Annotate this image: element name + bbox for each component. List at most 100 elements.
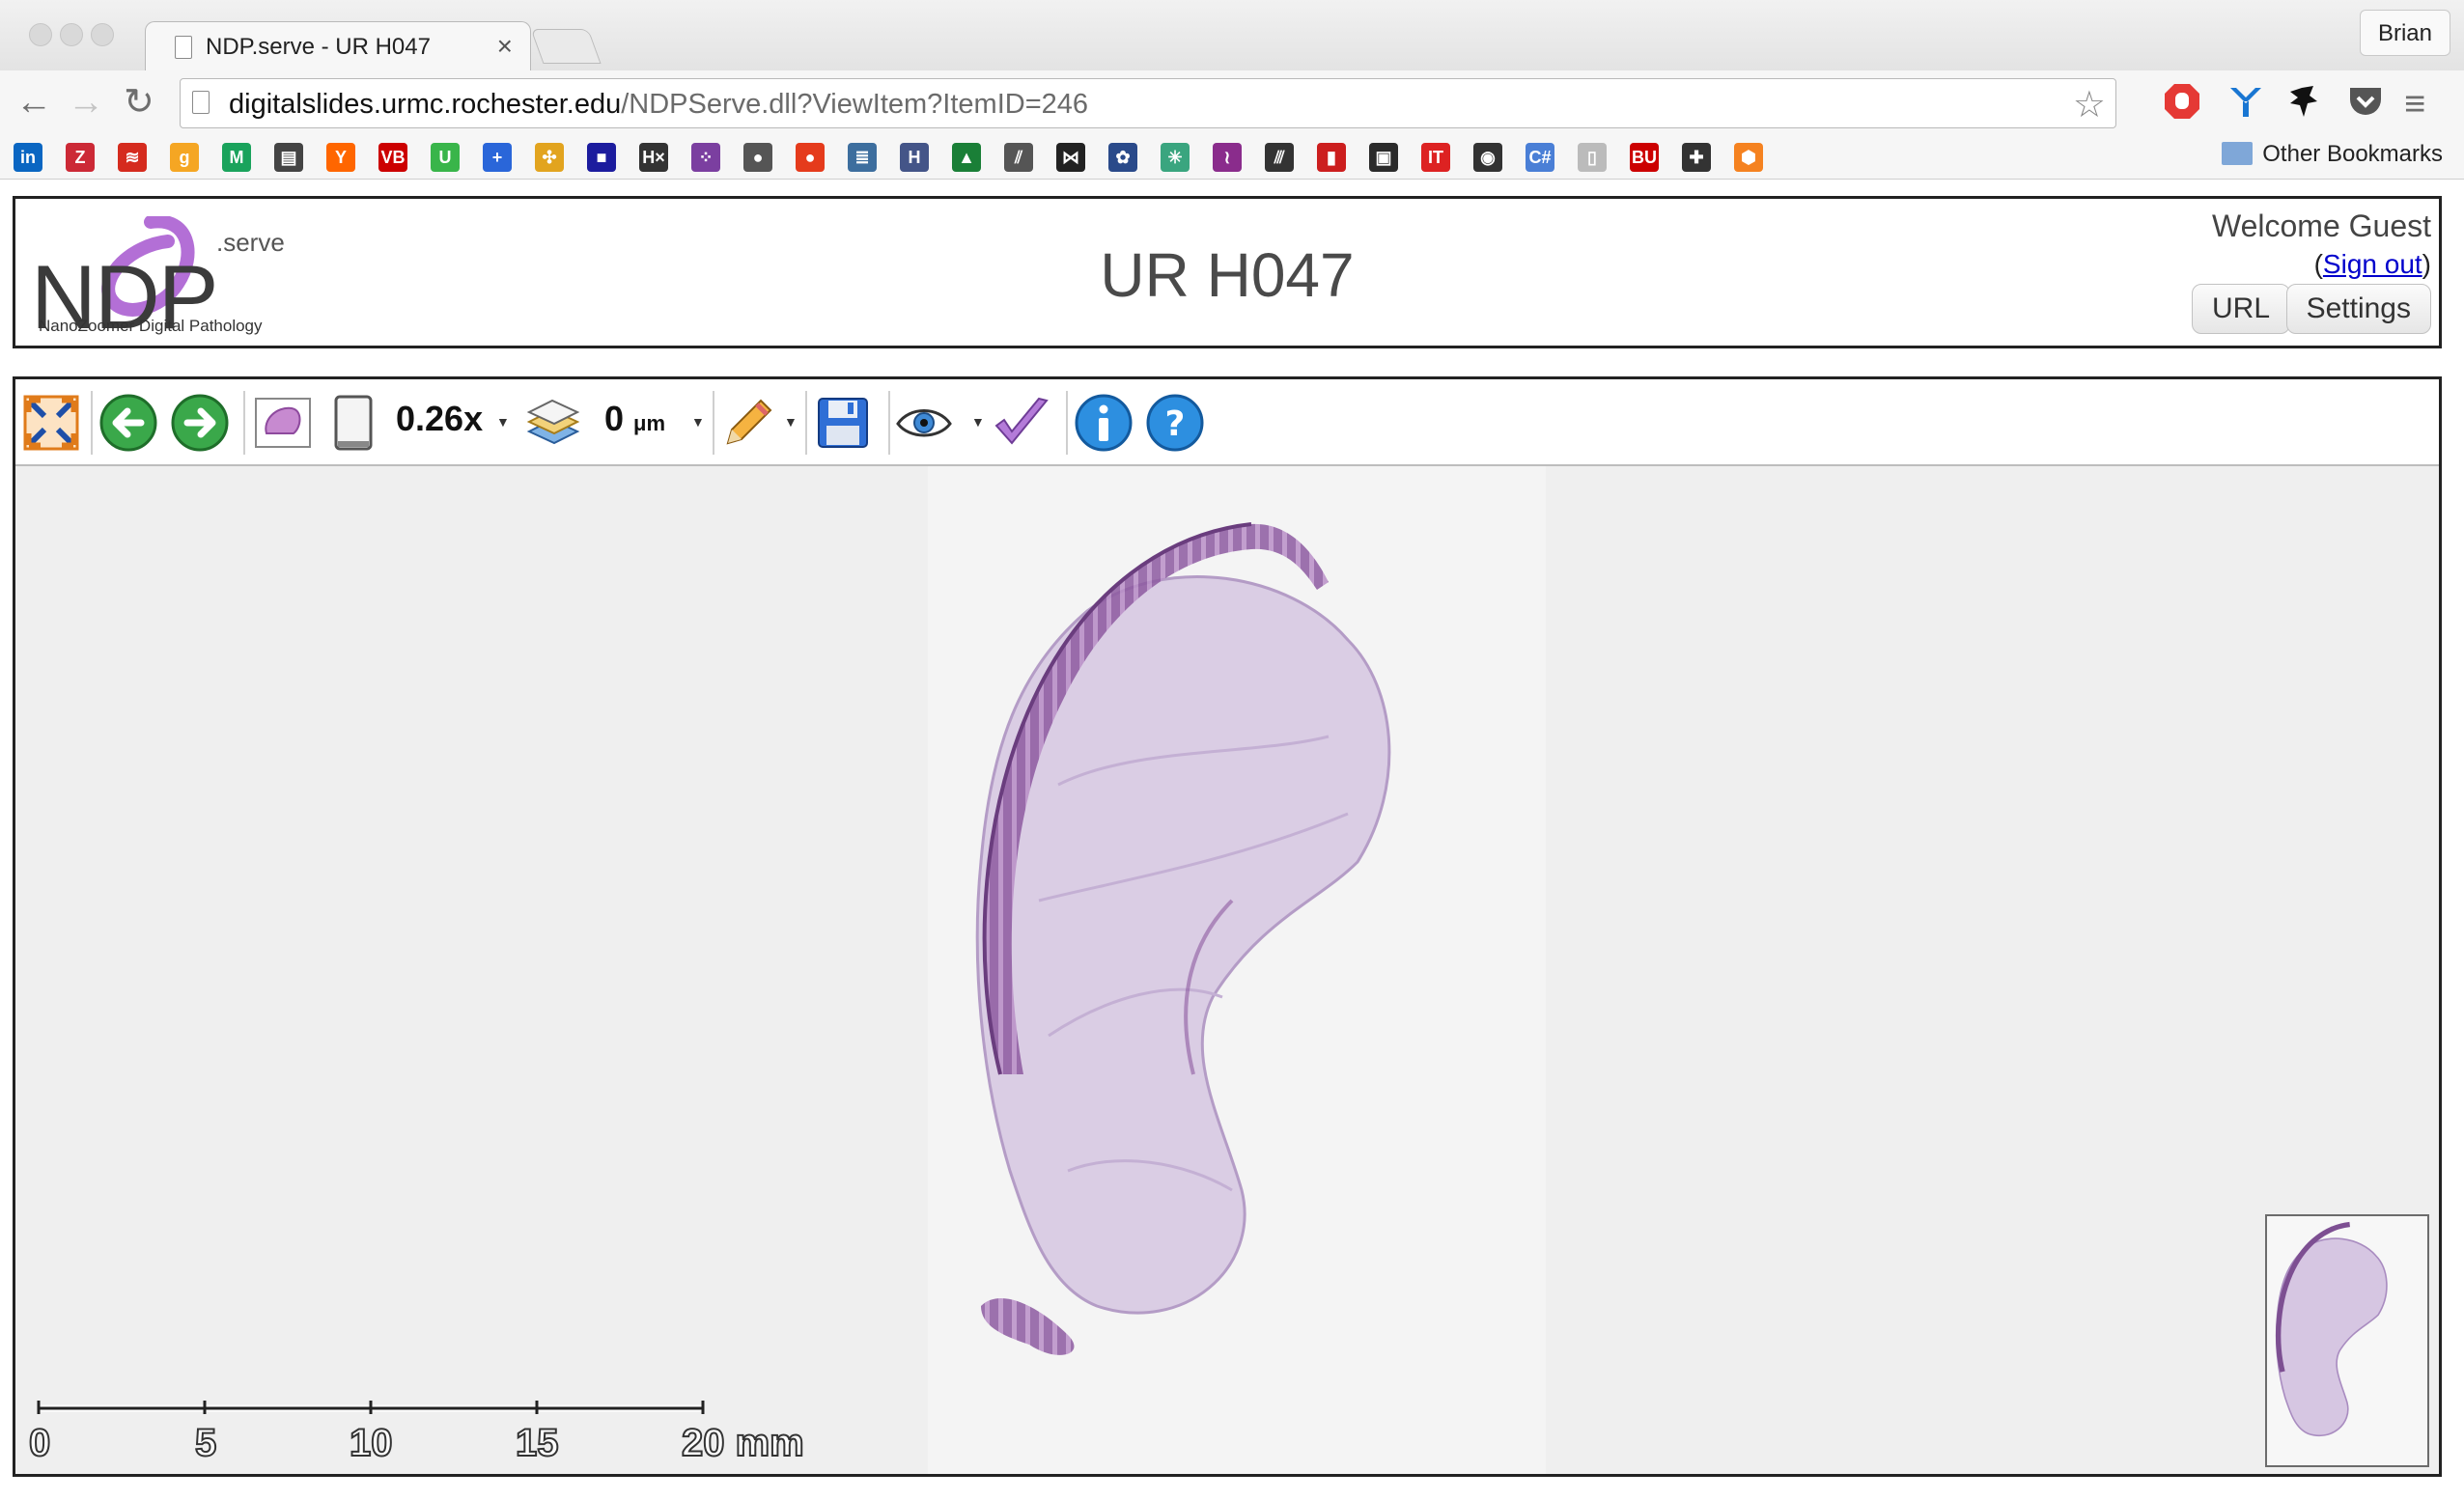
y-extension-icon[interactable] <box>2226 82 2265 121</box>
url-host: digitalslides.urmc.rochester.edu <box>229 89 622 120</box>
lines-icon[interactable]: ⫻ <box>1265 143 1294 172</box>
url-button[interactable]: URL <box>2191 284 2290 334</box>
slashes-icon[interactable]: ⫽ <box>1004 143 1033 172</box>
bookmark-star-icon[interactable]: ☆ <box>2072 85 2106 125</box>
database-icon[interactable]: ≣ <box>848 143 877 172</box>
focus-value[interactable]: 0 μm <box>604 399 665 439</box>
settings-button[interactable]: Settings <box>2285 284 2431 334</box>
ycombinator-icon[interactable]: Y <box>326 143 355 172</box>
hexagon-icon[interactable]: ⬢ <box>1734 143 1763 172</box>
bu-icon[interactable]: BU <box>1630 143 1659 172</box>
plus-icon[interactable]: + <box>483 143 512 172</box>
dots-icon[interactable]: ⁘ <box>691 143 720 172</box>
back-icon[interactable]: ← <box>15 82 52 123</box>
viewer-toolbar: 0.26x ▼ 0 μm ▼ ▼ <box>15 379 2439 466</box>
view-eye-icon[interactable] <box>894 393 954 453</box>
zoom-dropdown-icon[interactable]: ▼ <box>496 414 510 430</box>
focus-layers-icon[interactable] <box>523 393 583 453</box>
scale-label-15: 15 <box>515 1421 559 1465</box>
bird-extension-icon[interactable] <box>2284 82 2323 121</box>
fit-to-screen-icon[interactable] <box>21 393 81 453</box>
pocket-icon[interactable] <box>2346 82 2385 121</box>
zoom-level[interactable]: 0.26x <box>396 399 484 438</box>
medium-icon[interactable]: M <box>222 143 251 172</box>
window-close-button[interactable] <box>29 23 52 46</box>
csharp-icon[interactable]: C# <box>1526 143 1554 172</box>
focus-number: 0 <box>604 399 625 438</box>
navigator-thumbnail[interactable] <box>2265 1214 2429 1467</box>
next-view-icon[interactable] <box>170 393 230 453</box>
chart-icon[interactable]: ▲ <box>952 143 981 172</box>
tab-close-icon[interactable]: × <box>496 31 513 61</box>
signout-close-paren: ) <box>2422 249 2431 279</box>
scale-bar <box>37 1401 705 1414</box>
h-icon[interactable]: H <box>900 143 929 172</box>
scale-label-0: 0 <box>28 1421 51 1465</box>
blank-page-icon[interactable]: ▯ <box>1578 143 1607 172</box>
bars-icon[interactable]: ▮ <box>1317 143 1346 172</box>
reload-icon[interactable]: ↻ <box>124 82 154 123</box>
puzzle-icon[interactable]: ✚ <box>1682 143 1711 172</box>
window-zoom-button[interactable] <box>91 23 114 46</box>
svg-text:?: ? <box>1165 404 1186 444</box>
tomato-icon[interactable]: ● <box>796 143 825 172</box>
page-info-icon[interactable] <box>192 91 210 114</box>
info-icon[interactable] <box>1074 393 1134 453</box>
toolbar-separator <box>805 391 807 455</box>
scale-label-10: 10 <box>349 1421 393 1465</box>
new-tab-button[interactable] <box>530 29 602 64</box>
tissue-specimen-image[interactable] <box>942 495 1541 1422</box>
record-icon[interactable]: ◉ <box>1473 143 1502 172</box>
annotate-dropdown-icon[interactable]: ▼ <box>784 414 798 430</box>
bank-icon[interactable]: ≋ <box>118 143 147 172</box>
forward-icon[interactable]: → <box>68 82 104 123</box>
grid-icon[interactable]: ■ <box>587 143 616 172</box>
help-icon[interactable]: ? <box>1145 393 1205 453</box>
window-minimize-button[interactable] <box>60 23 83 46</box>
bowtie-icon[interactable]: ⋈ <box>1056 143 1085 172</box>
annotate-pencil-icon[interactable] <box>718 393 778 453</box>
browser-tabstrip: NDP.serve - UR H047 × Brian <box>0 0 2464 71</box>
zotero-icon[interactable]: Z <box>66 143 95 172</box>
logo-swoosh-icon <box>101 216 195 317</box>
slide-glass-icon[interactable] <box>324 393 384 453</box>
ndp-logo: .serve NDP NanoZoomer Digital Pathology <box>25 208 286 347</box>
address-bar[interactable]: digitalslides.urmc.rochester.edu/NDPServ… <box>180 78 2116 128</box>
pinwheel-icon[interactable]: ✣ <box>535 143 564 172</box>
toolbar-separator <box>91 391 93 455</box>
hx-icon[interactable]: H× <box>639 143 668 172</box>
photo-icon[interactable]: ▣ <box>1369 143 1398 172</box>
vb-icon[interactable]: VB <box>378 143 407 172</box>
sign-out-link[interactable]: Sign out <box>2322 249 2422 279</box>
goodreads-icon[interactable]: g <box>170 143 199 172</box>
focus-dropdown-icon[interactable]: ▼ <box>691 414 705 430</box>
flower-icon[interactable]: ✿ <box>1108 143 1137 172</box>
checkmark-icon[interactable] <box>991 393 1050 453</box>
page-header: .serve NDP NanoZoomer Digital Pathology … <box>13 196 2442 348</box>
linkedin-icon[interactable]: in <box>14 143 42 172</box>
toolbar-separator <box>1066 391 1068 455</box>
profile-button[interactable]: Brian <box>2359 10 2450 56</box>
toolbar-separator <box>713 391 714 455</box>
save-disk-icon[interactable] <box>813 393 873 453</box>
it-icon[interactable]: IT <box>1421 143 1450 172</box>
previous-view-icon[interactable] <box>98 393 158 453</box>
u-icon[interactable]: U <box>431 143 460 172</box>
app-press-icon[interactable]: ● <box>743 143 772 172</box>
browser-tab-active[interactable]: NDP.serve - UR H047 × <box>145 21 531 71</box>
address-text[interactable]: digitalslides.urmc.rochester.edu/NDPServ… <box>229 89 1088 121</box>
slide-canvas[interactable]: 0 5 10 15 20 mm <box>15 466 2439 1474</box>
menu-icon[interactable]: ≡ <box>2404 84 2426 125</box>
news-icon[interactable]: ▤ <box>274 143 303 172</box>
view-dropdown-icon[interactable]: ▼ <box>971 414 985 430</box>
toolbar-separator <box>888 391 890 455</box>
page-title: UR H047 <box>1100 240 1355 310</box>
welcome-text: Welcome Guest <box>2211 208 2431 243</box>
feather-icon[interactable]: ≀ <box>1213 143 1242 172</box>
signout-line: (Sign out) <box>2314 249 2431 280</box>
network-icon[interactable]: ✳ <box>1161 143 1190 172</box>
adblock-icon[interactable] <box>2163 82 2201 121</box>
other-bookmarks[interactable]: Other Bookmarks <box>2222 141 2443 168</box>
browser-toolbar: ← → ↻ digitalslides.urmc.rochester.edu/N… <box>0 70 2464 136</box>
slide-thumbnail-icon[interactable] <box>253 393 313 453</box>
